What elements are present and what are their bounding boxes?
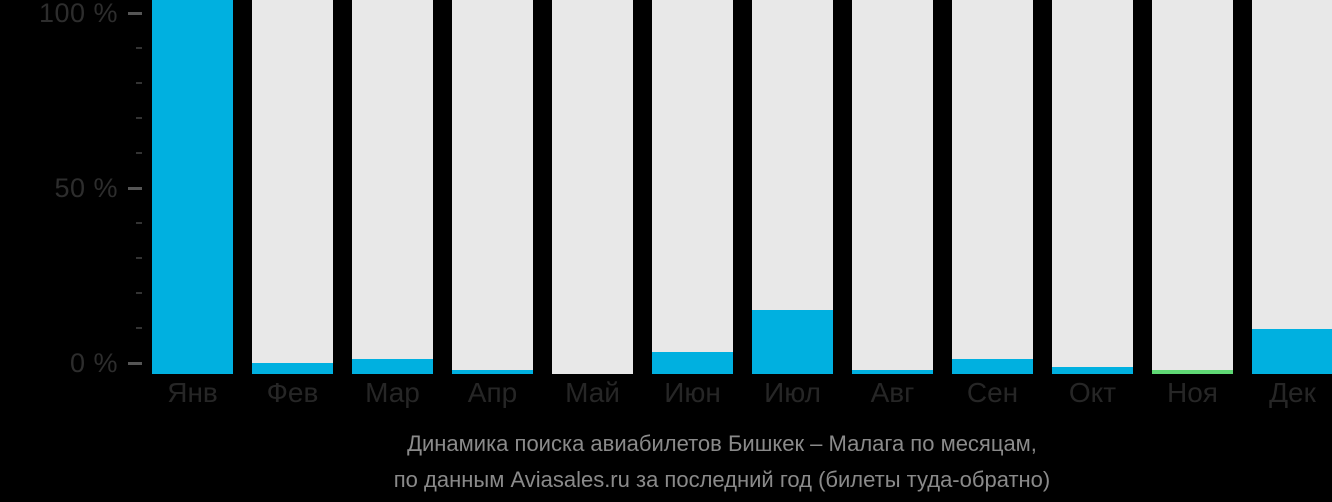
bar-column-3 <box>352 0 433 374</box>
x-axis-label-7: Июл <box>764 377 821 408</box>
y-axis-major-tick <box>128 12 142 15</box>
x-axis-label-8: Авг <box>870 377 915 408</box>
x-axis-label-9: Сен <box>966 377 1019 408</box>
bar-column-8 <box>852 0 933 374</box>
y-axis-minor-tick <box>136 117 142 119</box>
chart-caption-line-2: по данным Aviasales.ru за последний год … <box>393 467 1051 492</box>
x-axis-label-2: Фев <box>266 377 319 408</box>
bar-column-4 <box>452 0 533 374</box>
x-axis-label-6: Июн <box>664 377 721 408</box>
x-axis-label-4: Апр <box>467 377 518 408</box>
bar-fill-8 <box>852 370 933 374</box>
x-axis-label-3: Мар <box>365 377 420 408</box>
y-axis-minor-tick <box>136 292 142 294</box>
bar-fill-9 <box>952 359 1033 374</box>
y-axis-minor-tick <box>136 257 142 259</box>
bar-fill-4 <box>452 370 533 374</box>
bar-column-5 <box>552 0 633 374</box>
y-axis-label-50: 50 % <box>54 173 118 203</box>
bar-column-11 <box>1152 0 1233 374</box>
y-axis-minor-tick <box>136 327 142 329</box>
bar-fill-1 <box>152 0 233 374</box>
bar-fill-10 <box>1052 366 1133 374</box>
y-axis-minor-tick <box>136 152 142 154</box>
bar-column-6 <box>652 0 733 374</box>
x-axis-label-11: Ноя <box>1167 377 1218 408</box>
bar-fill-3 <box>352 359 433 374</box>
bar-fill-12 <box>1252 329 1332 374</box>
y-axis-label-100: 100 % <box>38 0 118 28</box>
bar-column-2 <box>252 0 333 374</box>
y-axis-major-tick <box>128 187 142 190</box>
bar-column-12 <box>1252 0 1332 374</box>
bar-column-10 <box>1052 0 1133 374</box>
bar-fill-7 <box>752 310 833 374</box>
y-axis-minor-tick <box>136 82 142 84</box>
x-axis-label-12: Дек <box>1269 377 1316 408</box>
bar-column-1 <box>152 0 233 374</box>
y-axis-major-tick <box>128 362 142 365</box>
x-axis-label-5: Май <box>565 377 620 408</box>
x-axis-label-1: Янв <box>167 377 218 408</box>
y-axis-minor-tick <box>136 47 142 49</box>
bar-fill-6 <box>652 351 733 374</box>
y-axis-minor-tick <box>136 222 142 224</box>
chart-caption-line-1: Динамика поиска авиабилетов Бишкек – Мал… <box>407 431 1037 456</box>
bar-fill-11 <box>1152 370 1233 374</box>
y-axis-label-0: 0 % <box>69 348 118 378</box>
bar-column-9 <box>952 0 1033 374</box>
bar-column-7 <box>752 0 833 374</box>
bar-fill-2 <box>252 362 333 374</box>
x-axis-label-10: Окт <box>1068 377 1117 408</box>
